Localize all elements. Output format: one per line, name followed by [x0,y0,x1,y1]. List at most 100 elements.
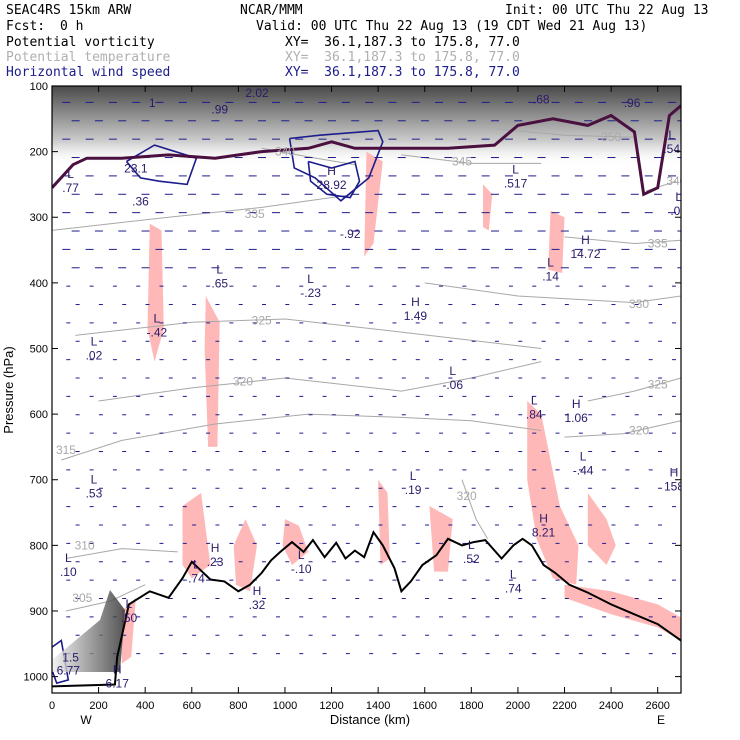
pv-extremum-type: L [510,567,517,581]
field-pv-name: Potential vorticity [6,35,155,50]
pv-extremum-type: H [581,233,590,247]
theta-contour-label: 325 [648,378,668,392]
pv-shaded-region [147,223,164,362]
pv-extremum-type: L [512,163,519,177]
pv-extremum-value: .53 [86,486,103,500]
theta-contour [564,236,681,245]
init-label: Init: 00 UTC Thu 22 Aug 13 [505,3,709,18]
pv-extremum-value: .23 [207,555,224,569]
pv-extremum-value: -.23 [300,286,321,300]
pv-extremum-value: .32 [249,598,266,612]
theta-contour-label: 350 [601,130,621,144]
pv-extremum-type: L [298,548,305,562]
y-tick-label: 300 [30,212,48,224]
pv-extremum-value: .96 [624,96,641,110]
theta-contour-label: 335 [648,236,668,250]
pv-shaded-region [548,210,565,273]
pv-extremum-value: .02 [86,348,103,362]
y-tick-label: 100 [30,81,48,93]
pv-extremum-value: .52 [463,552,480,566]
pv-extremum-type: H [113,663,122,677]
pv-extremum-type: L [547,256,554,270]
pv-extremum-value: 14.72 [570,247,600,261]
pv-extremum-type: L [531,394,538,408]
pv-extremum-type: L [410,469,417,483]
pv-extremum-value: 6.17 [106,677,130,691]
x-tick-label: 1800 [459,700,483,712]
theta-contour [75,318,542,349]
pv-extremum-value: .54 [663,142,680,156]
pv-extremum-type: H [572,397,581,411]
pv-extremum-value: 1.06 [564,411,588,425]
pv-shaded-region [378,479,390,565]
pv-extremum-type: L [126,597,133,611]
pv-extremum-value: -.42 [146,326,167,340]
pv-extremum-value: -.44 [573,463,594,477]
pv-extremum-type: L [65,551,72,565]
theta-contour [424,282,681,304]
x-axis-west-label: W [80,713,92,727]
pv-extremum-value: .36 [132,194,149,208]
pv-extremum-value: .517 [504,177,528,191]
theta-contour [494,128,635,138]
wind-speed-contour [52,639,70,685]
fcst-label: Fcst: [6,19,46,34]
pv-extremum-value: .74 [188,572,205,586]
pv-extremum-value: .04 [670,204,687,218]
low-level-pv-shading [52,590,125,672]
x-tick-label: 2000 [506,700,530,712]
y-axis-label: Pressure (hPa) [1,346,16,433]
pv-extremum-type: L [91,472,98,486]
pv-extremum-value: -.06 [442,378,463,392]
plot-frame [51,85,682,694]
theta-contour-label: 305 [72,591,92,605]
pv-extremum-type: H [411,295,420,309]
pv-extremum-value: .50 [121,611,138,625]
y-tick-label: 600 [30,409,48,421]
theta-contour-label: 315 [56,443,76,457]
pv-extremum-value: .77 [62,181,79,195]
theta-contour [98,361,542,402]
pv-extremum-value: .10 [60,565,77,579]
theta-contour-label: 320 [629,424,649,438]
theta-contour-label: 310 [75,538,95,552]
x-tick-label: 600 [183,700,201,712]
pv-extremum-value: 8.21 [532,526,556,540]
field-wind-xy: XY= 36.1,187.3 to 175.8, 77.0 [285,65,520,80]
x-tick-label: 800 [229,700,247,712]
theta-contour-label: 320 [457,489,477,503]
wind-speed-contour [288,129,384,202]
pv-extremum-value: 1 [149,96,156,110]
pv-extremum-value: -.10 [291,562,312,576]
y-tick-label: 200 [30,147,48,159]
theta-contour [587,377,681,402]
pv-extremum-type: H [211,541,220,555]
pv-extremum-type: H [670,466,679,480]
x-tick-label: 1000 [273,700,297,712]
x-tick-label: 1400 [366,700,390,712]
pv-extremum-type: L [468,538,475,552]
pv-extremum-type: L [91,334,98,348]
x-axis-east-label: E [657,713,665,727]
pv-extremum-type: L [216,262,223,276]
pv-extremum-type: L [449,364,456,378]
wind-speed-contour [125,144,198,186]
theta-contour [52,193,355,231]
pv-extremum-value: .74 [505,581,522,595]
x-tick-label: 2600 [645,700,669,712]
pv-shaded-region [483,184,493,231]
pv-extremum-value: 23.1 [124,161,148,175]
field-pv-xy: XY= 36.1,187.3 to 175.8, 77.0 [285,35,520,50]
pv-extremum-type: H [539,512,548,526]
pv-extremum-type: L [153,312,160,326]
field-wind-name: Horizontal wind speed [6,65,171,80]
pv-shaded-region [233,519,257,592]
pv-extremum-type: H [327,164,336,178]
x-tick-label: 400 [136,700,154,712]
pv-extremum-type: L [193,558,200,572]
x-tick-label: 1200 [319,700,343,712]
theta-contour [461,479,489,540]
field-theta-xy: XY= 36.1,187.3 to 175.8, 77.0 [285,50,520,65]
x-tick-label: 200 [89,700,107,712]
theta-contour-label: 325 [252,313,272,327]
